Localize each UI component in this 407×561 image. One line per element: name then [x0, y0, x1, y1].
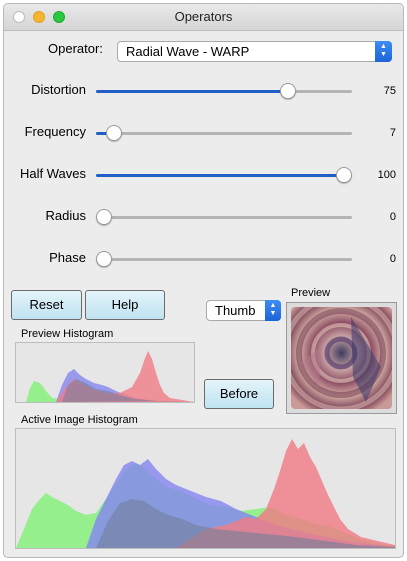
distortion-value: 75	[383, 85, 396, 97]
preview-histogram-caption: Preview Histogram	[21, 328, 114, 340]
radius-slider[interactable]	[95, 209, 352, 225]
updown-chevron-icon: ▲ ▼	[375, 41, 392, 62]
half-waves-slider[interactable]	[96, 167, 353, 183]
operators-window: Operators Operator: Radial Wave - WARP ▲…	[3, 3, 404, 558]
distortion-slider-knob[interactable]	[280, 83, 296, 99]
operator-select-value: Radial Wave - WARP	[126, 44, 250, 59]
preview-frame	[286, 302, 397, 414]
distortion-slider[interactable]	[96, 83, 352, 99]
preview-caption: Preview	[291, 287, 331, 299]
thumb-select[interactable]: Thumb ▲ ▼	[206, 300, 281, 321]
radius-slider-knob[interactable]	[95, 209, 112, 225]
half-waves-slider-fill	[96, 174, 352, 177]
preview-histogram	[15, 342, 195, 403]
thumb-select-value: Thumb	[215, 303, 256, 318]
frequency-value: 7	[389, 127, 396, 139]
help-button[interactable]: Help	[85, 290, 165, 320]
zoom-window-button[interactable]	[53, 11, 65, 23]
phase-label: Phase	[49, 250, 86, 265]
active-image-histogram	[15, 428, 396, 549]
distortion-slider-fill	[96, 90, 288, 93]
half-waves-label: Half Waves	[20, 166, 86, 181]
active-image-histogram-caption: Active Image Histogram	[21, 414, 138, 426]
phase-slider-knob[interactable]	[95, 251, 112, 267]
close-window-button[interactable]	[13, 11, 25, 23]
frequency-label: Frequency	[24, 124, 86, 139]
frequency-slider[interactable]	[96, 125, 352, 141]
before-button[interactable]: Before	[204, 379, 274, 409]
distortion-label: Distortion	[31, 82, 86, 97]
operator-select[interactable]: Radial Wave - WARP ▲ ▼	[117, 41, 392, 62]
minimize-window-button[interactable]	[33, 11, 45, 23]
operator-label: Operator:	[48, 41, 103, 56]
radius-value: 0	[389, 211, 396, 223]
frequency-slider-knob[interactable]	[105, 125, 122, 141]
radius-label: Radius	[45, 208, 86, 223]
window-title: Operators	[174, 9, 233, 24]
updown-chevron-icon: ▲ ▼	[265, 300, 281, 321]
frequency-slider-fill	[96, 132, 114, 135]
half-waves-value: 100	[377, 169, 396, 181]
half-waves-slider-knob[interactable]	[336, 167, 353, 183]
title-bar: Operators	[4, 4, 403, 31]
phase-value: 0	[389, 253, 396, 265]
preview-image[interactable]	[291, 307, 392, 409]
reset-button[interactable]: Reset	[11, 290, 82, 320]
phase-slider[interactable]	[95, 251, 352, 267]
